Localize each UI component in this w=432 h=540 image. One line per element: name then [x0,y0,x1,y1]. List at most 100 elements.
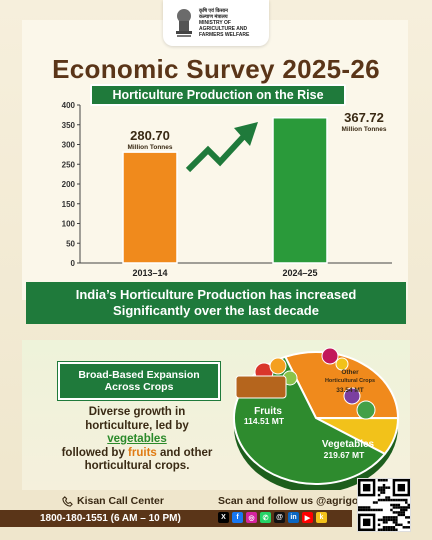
qr-module [377,508,381,512]
headline-line-2: Significantly over the last decade [113,303,319,318]
koo-icon[interactable]: k [316,512,327,523]
qr-module [407,506,410,509]
qr-module [392,506,396,509]
qr-module [372,501,376,504]
pie-label-other-1: Other [341,369,359,376]
qr-module [367,508,371,512]
qr-module [407,521,410,524]
helpline-number[interactable]: 1800-180-1551 (6 AM – 10 PM) [40,513,181,524]
y-tick-label: 250 [62,160,76,169]
qr-module [380,491,383,494]
qr-module [400,513,403,517]
qr-module [358,508,361,512]
page-subtitle: Horticulture Production on the Rise [90,84,346,106]
qr-module [395,516,398,519]
qr-module [380,488,383,492]
qr-module [392,511,396,514]
qr-module [385,496,388,499]
qr-module [395,511,398,514]
qr-module [375,501,378,504]
x-icon[interactable]: X [218,512,229,523]
x-tick-label: 2013–14 [132,268,167,278]
y-tick-label: 50 [66,239,75,248]
qr-module [382,498,386,502]
qr-module [405,506,408,509]
qr-module [385,528,388,531]
qr-module [392,516,396,519]
qr-module [377,479,381,482]
qr-module [365,506,368,509]
broad-based-heading: Broad-Based Expansion Across Crops [58,362,220,400]
qr-module [387,486,391,489]
qr-module [390,508,393,512]
value-label: 367.72 [344,110,384,125]
qr-module [377,518,381,522]
desc-line-3a: followed by [61,446,129,459]
qr-module [390,526,393,529]
qr-module [392,528,396,531]
qr-module [397,511,401,514]
y-tick-label: 100 [62,220,76,229]
qr-module [382,518,386,522]
qr-module [402,498,406,502]
qr-module [400,498,403,502]
headline-band: India’s Horticulture Production has incr… [26,282,406,324]
qr-module [395,523,398,527]
qr-module [390,518,393,522]
facebook-icon[interactable]: f [232,512,243,523]
qr-module [377,493,381,497]
page-title: Economic Survey 2025-26 [52,54,380,84]
qr-module [405,508,408,512]
instagram-icon[interactable]: ◎ [246,512,257,523]
youtube-icon[interactable]: ▶ [302,512,313,523]
qr-module [370,508,373,512]
qr-module [397,523,401,527]
qr-module [395,518,398,522]
qr-module [397,503,401,507]
qr-module [397,506,401,509]
qr-module [385,518,388,522]
qr-module [407,516,410,519]
fruit-crate-illustration [235,375,287,399]
value-label: 280.70 [130,128,170,143]
qr-module [402,511,406,514]
pie-value-vegetables: 219.67 MT [324,450,365,460]
qr-code[interactable] [357,478,411,532]
produce-illustration [356,400,376,420]
qr-module [382,516,386,519]
kisan-call-center: Kisan Call Center [62,495,164,507]
ministry-name-hindi: कृषि एवं किसान कल्याण मंत्रालय [199,8,228,20]
qr-module [402,526,406,529]
pie-label-fruits: Fruits [254,406,282,417]
qr-module [387,498,391,502]
threads-icon[interactable]: @ [274,512,285,523]
qr-module [382,488,386,492]
qr-module [392,521,396,524]
phone-icon [62,495,73,507]
y-tick-label: 400 [62,101,76,110]
whatsapp-icon[interactable]: ✆ [260,512,271,523]
qr-module [377,488,381,492]
qr-module [395,506,398,509]
desc-line-3: followed by fruits and other [38,447,236,461]
qr-module [385,479,388,482]
qr-module [405,516,408,519]
y-tick-label: 350 [62,121,76,130]
qr-module [397,498,401,502]
description-text: Diverse growth in horticulture, led by v… [38,406,236,474]
linkedin-icon[interactable]: in [288,512,299,523]
pie-value-other: 33.54 MT [336,387,363,394]
qr-module [380,508,383,512]
pie-label-vegetables: Vegetables [322,439,375,450]
qr-module [382,491,386,494]
qr-module [367,506,371,509]
y-tick-label: 300 [62,141,76,150]
qr-module [385,486,388,489]
qr-module [402,508,406,512]
desc-line-3b: and other [156,446,213,459]
bar-2024–25 [272,117,328,264]
desc-line-4: horticultural crops. [84,460,190,472]
produce-illustration [269,357,287,375]
bar-2013–14 [122,151,178,264]
qr-module [387,518,391,522]
